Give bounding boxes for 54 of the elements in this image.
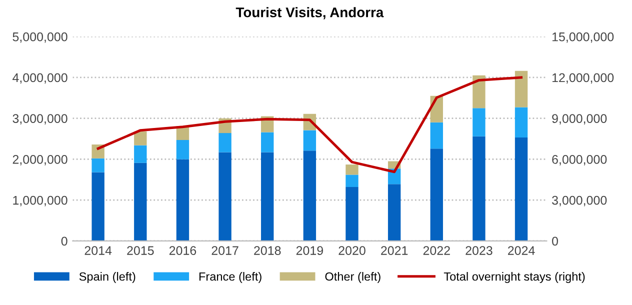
bar — [514, 138, 528, 241]
bar — [346, 164, 358, 175]
x-tick-label: 2023 — [466, 246, 492, 255]
bar — [388, 184, 401, 241]
bar — [134, 131, 147, 146]
bar — [514, 70, 528, 108]
bar — [176, 140, 190, 160]
bar — [134, 145, 147, 163]
bar — [218, 133, 232, 152]
bar — [430, 148, 443, 241]
y-tick-label: 4,000,000 — [12, 73, 68, 84]
x-tick-label: 2018 — [254, 246, 281, 255]
bar — [92, 158, 104, 172]
bar — [430, 122, 443, 149]
x-tick-label: 2015 — [127, 246, 154, 255]
y2-tick-label: 0 — [552, 236, 558, 246]
bar — [261, 132, 274, 152]
y-tick-label: 0 — [61, 236, 68, 246]
legend-label: Spain (left) — [79, 272, 136, 284]
y-tick-label: 2,000,000 — [12, 155, 68, 166]
y-tick-label: 3,000,000 — [12, 114, 68, 124]
bar — [472, 75, 486, 108]
x-tick-label: 2022 — [423, 246, 450, 255]
y2-tick-label: 9,000,000 — [552, 114, 607, 124]
line-series — [96, 76, 523, 174]
bar — [176, 159, 190, 241]
bar — [346, 187, 358, 241]
y2-tick-label: 12,000,000 — [552, 73, 614, 84]
y-tick-label: 1,000,000 — [13, 196, 68, 206]
bar — [472, 108, 486, 136]
bar — [134, 162, 147, 241]
legend-label: Total overnight stays (right) — [444, 272, 585, 284]
bar — [303, 130, 316, 151]
x-tick-label: 2021 — [381, 246, 408, 255]
bar — [218, 152, 232, 241]
bar — [346, 174, 358, 187]
legend-label: France (left) — [199, 272, 262, 284]
y2-tick-label: 6,000,000 — [552, 155, 607, 166]
x-tick-label: 2020 — [338, 246, 366, 255]
x-tick-label: 2017 — [212, 246, 238, 255]
x-tick-label: 2019 — [296, 246, 323, 255]
x-tick-label: 2014 — [84, 246, 112, 255]
legend-label: Other (left) — [325, 272, 380, 284]
y-tick-label: 5,000,000 — [12, 32, 68, 43]
bar — [472, 136, 486, 241]
bar — [514, 107, 528, 138]
bar — [92, 172, 104, 241]
bar — [303, 150, 316, 241]
chart-title: Tourist Visits, Andorra — [236, 7, 384, 20]
y2-tick-label: 3,000,000 — [552, 196, 607, 206]
bar — [261, 152, 274, 241]
y2-tick-label: 15,000,000 — [552, 32, 614, 43]
x-tick-label: 2016 — [169, 246, 196, 255]
x-tick-label: 2024 — [508, 246, 535, 255]
